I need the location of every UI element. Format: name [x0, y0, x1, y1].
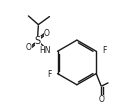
Text: O: O — [98, 94, 104, 104]
Text: S: S — [35, 36, 41, 46]
Text: F: F — [48, 70, 52, 79]
Text: F: F — [102, 46, 106, 55]
Text: O: O — [44, 29, 50, 38]
Text: O: O — [26, 43, 32, 52]
Text: HN: HN — [39, 46, 51, 55]
